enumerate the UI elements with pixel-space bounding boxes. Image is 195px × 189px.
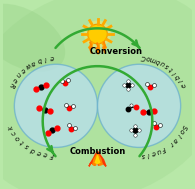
Text: C: C [141,54,146,60]
Text: o: o [178,128,185,134]
Text: i: i [172,70,178,75]
Text: c: c [11,129,18,135]
Text: n: n [15,71,22,78]
Polygon shape [89,151,106,166]
Text: e: e [19,66,26,73]
Circle shape [88,24,107,44]
Text: s: s [141,152,145,158]
Text: w: w [24,62,32,70]
Text: e: e [43,150,48,157]
Text: Conversion: Conversion [90,46,143,56]
Text: u: u [160,59,166,67]
Text: b: b [155,57,161,64]
Text: r: r [168,140,174,146]
Text: u: u [155,147,161,155]
Text: l: l [44,55,47,61]
Text: o: o [146,54,151,61]
Text: s: s [164,62,170,69]
Text: o: o [15,134,22,141]
Text: m: m [149,55,157,63]
Polygon shape [93,153,102,165]
Text: S: S [180,123,187,130]
Text: F: F [50,152,54,158]
Text: e: e [11,76,18,83]
Text: t: t [20,139,26,145]
Circle shape [84,20,111,48]
Text: a: a [171,136,179,143]
Text: Combustion: Combustion [69,147,126,156]
Text: l: l [178,78,184,83]
Text: t: t [168,66,174,72]
Ellipse shape [0,4,65,72]
Circle shape [98,64,181,147]
Text: e: e [49,54,54,60]
Circle shape [14,64,98,147]
Text: b: b [175,73,182,80]
Text: e: e [180,82,187,88]
Text: d: d [30,146,36,153]
Text: b: b [36,56,42,63]
Text: a: a [30,59,36,66]
Text: e: e [151,149,156,156]
Text: l: l [147,151,150,157]
Text: R: R [8,82,15,88]
Text: l: l [175,133,181,138]
Text: F: F [160,145,166,152]
Polygon shape [95,155,100,163]
Text: e: e [36,149,42,156]
Text: k: k [8,124,15,130]
Text: s: s [25,143,31,149]
